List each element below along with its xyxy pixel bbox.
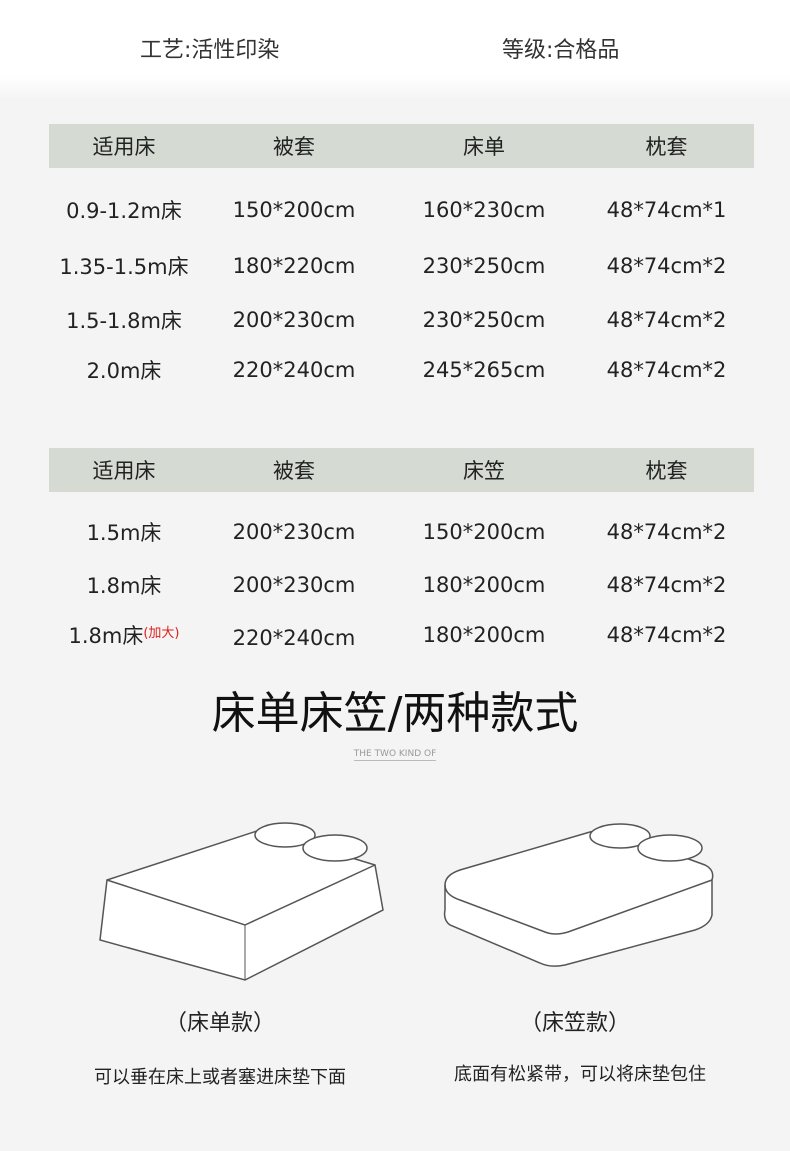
- cell: 200*230cm: [232, 573, 356, 597]
- cell: 220*240cm: [232, 626, 356, 650]
- cell: 0.9-1.2m床: [66, 199, 182, 223]
- table-row: 2.0m床 220*240cm 245*265cm 48*74cm*2: [49, 338, 754, 388]
- header-sheet: 床单: [463, 135, 505, 159]
- table-header: 适用床 被套 床单 枕套: [49, 124, 754, 168]
- cell: 48*74cm*1: [606, 198, 727, 222]
- size-table-sheet: 适用床 被套 床单 枕套 0.9-1.2m床 150*200cm 160*230cm…: [49, 124, 754, 388]
- cell: 48*74cm*2: [606, 254, 727, 278]
- cell: 48*74cm*2: [606, 623, 727, 647]
- cell: 48*74cm*2: [606, 520, 727, 544]
- cell: 180*220cm: [232, 254, 356, 278]
- flat-sheet-description: 可以垂在床上或者塞进床垫下面: [94, 1067, 346, 1088]
- flat-sheet-bed-icon: [99, 822, 384, 981]
- top-banner: [0, 0, 790, 100]
- cell: 180*200cm: [422, 573, 546, 597]
- cell: 1.8m床: [86, 574, 162, 598]
- flat-sheet-caption: （床单款）: [164, 1011, 275, 1036]
- table-row: 1.5m床 200*230cm 150*200cm 48*74cm*2: [49, 492, 754, 552]
- cell: 230*250cm: [422, 254, 546, 278]
- cell: 245*265cm: [422, 358, 546, 382]
- header-pillowcase: 枕套: [645, 135, 688, 159]
- table-row: 1.5-1.8m床 200*230cm 230*250cm 48*74cm*2: [49, 286, 754, 338]
- table-header: 适用床 被套 床笠 枕套: [49, 448, 754, 492]
- cell: 48*74cm*2: [606, 358, 727, 382]
- header-duvet: 被套: [273, 459, 315, 483]
- cell-text: 1.8m床: [68, 624, 144, 648]
- oversize-note: (加大): [143, 626, 180, 641]
- table-row: 1.8m床(加大) 220*240cm 180*200cm 48*74cm*2: [49, 604, 754, 654]
- header-fitted-sheet: 床笠: [463, 459, 505, 483]
- craft-spec: 工艺:活性印染: [140, 38, 280, 63]
- fitted-sheet-caption: （床笠款）: [519, 1011, 630, 1036]
- cell: 1.35-1.5m床: [59, 255, 189, 279]
- cell: 48*74cm*2: [606, 573, 727, 597]
- cell: 200*230cm: [232, 308, 356, 332]
- cell: 150*200cm: [232, 198, 356, 222]
- table-row: 0.9-1.2m床 150*200cm 160*230cm 48*74cm*1: [49, 168, 754, 228]
- cell: 1.8m床(加大): [49, 620, 199, 650]
- cell: 160*230cm: [422, 198, 546, 222]
- table-row: 1.8m床 200*230cm 180*200cm 48*74cm*2: [49, 552, 754, 604]
- fitted-sheet-description: 底面有松紧带，可以将床垫包住: [454, 1064, 706, 1085]
- cell: 48*74cm*2: [606, 308, 727, 332]
- cell: 200*230cm: [232, 520, 356, 544]
- cell: 230*250cm: [422, 308, 546, 332]
- cell: 150*200cm: [422, 520, 546, 544]
- header-bed: 适用床: [92, 135, 156, 159]
- grade-spec: 等级:合格品: [502, 38, 620, 63]
- section-title: 床单床笠/两种款式: [211, 688, 579, 739]
- cell: 1.5m床: [86, 521, 162, 545]
- cell: 180*200cm: [422, 623, 546, 647]
- size-table-fitted: 适用床 被套 床笠 枕套 1.5m床 200*230cm 150*200cm 48*7…: [49, 448, 754, 654]
- table-row: 1.35-1.5m床 180*220cm 230*250cm 48*74cm*2: [49, 228, 754, 286]
- cell: 2.0m床: [86, 359, 162, 383]
- header-pillowcase: 枕套: [645, 459, 688, 483]
- header-duvet: 被套: [273, 135, 315, 159]
- subtitle-text: THE TWO KIND OF: [353, 749, 437, 761]
- cell: 220*240cm: [232, 358, 356, 382]
- fitted-sheet-bed-icon: [443, 823, 714, 967]
- cell: 1.5-1.8m床: [66, 309, 182, 333]
- header-bed: 适用床: [92, 459, 156, 483]
- section-subtitle: THE TWO KIND OF: [0, 748, 790, 761]
